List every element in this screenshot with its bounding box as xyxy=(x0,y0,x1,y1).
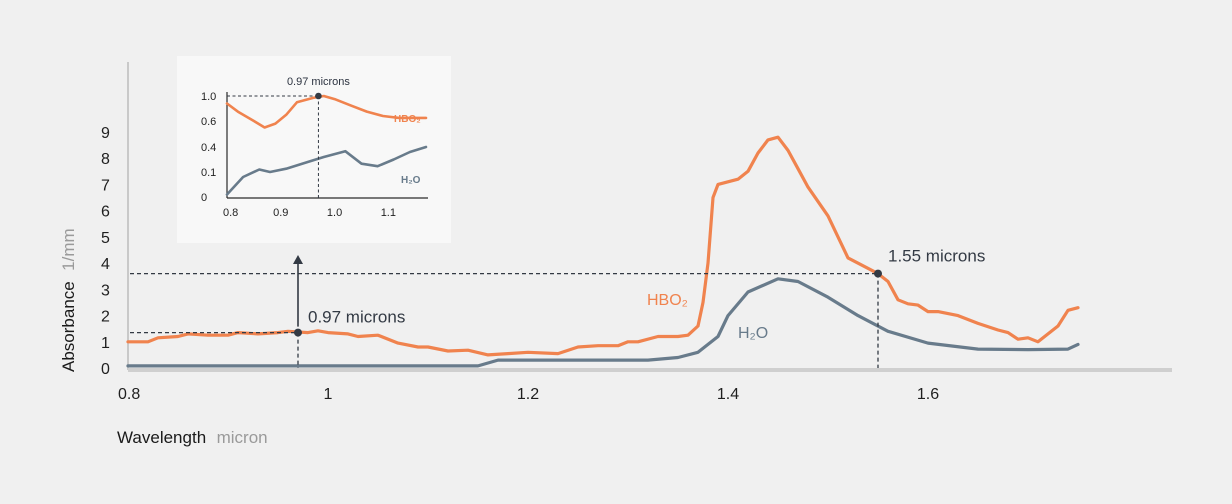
x-tick-label: 0.8 xyxy=(118,386,140,403)
inset-x-tick-label: 0.8 xyxy=(223,207,238,219)
y-tick-label: 1 xyxy=(101,335,110,352)
inset-annotation-label: 0.97 microns xyxy=(287,76,350,88)
series-label-h2o: H₂O xyxy=(738,325,768,342)
y-tick-label: 0 xyxy=(101,361,110,378)
y-tick-label: 3 xyxy=(101,282,110,299)
annotation-point xyxy=(874,269,882,278)
y-tick-label: 7 xyxy=(101,177,110,194)
x-tick-label: 1.4 xyxy=(717,386,739,403)
inset-panel xyxy=(177,56,451,243)
annotation-point xyxy=(294,328,302,337)
y-axis-unit: 1/mm xyxy=(59,228,78,271)
y-tick-label: 4 xyxy=(101,256,110,273)
inset-x-tick-label: 1.1 xyxy=(381,207,396,219)
y-axis-title: Absorbance 1/mm xyxy=(59,228,78,372)
inset-chart: 0 0.1 0.4 0.6 1.0 0.8 0.9 1.0 1.1 HBO₂ H₂O 0.97 mic… xyxy=(201,76,428,219)
inset-y-tick-label: 0.6 xyxy=(201,116,216,128)
x-tick-label: 1 xyxy=(324,386,333,403)
inset-x-tick-label: 1.0 xyxy=(327,207,342,219)
inset-pointer-arrow-head xyxy=(293,255,303,264)
main-chart: 0 1 2 3 4 5 6 7 8 9 0.8 1 1.2 1.4 1.6 HBO₂ H₂O 0.97 micro… xyxy=(101,62,1172,403)
x-axis-title: Wavelength micron xyxy=(117,428,268,447)
inset-y-tick-label: 0 xyxy=(201,192,207,204)
inset-series-label-hbo2: HBO₂ xyxy=(394,114,421,125)
y-tick-label: 2 xyxy=(101,309,110,326)
y-tick-label: 8 xyxy=(101,151,110,168)
inset-series-line-h2o xyxy=(225,145,428,196)
y-tick-label: 6 xyxy=(101,204,110,221)
inset-y-tick-label: 0.4 xyxy=(201,142,216,154)
inset-series-label-h2o: H₂O xyxy=(401,175,421,186)
svg-text:Absorbance 1/mm: Absorbance 1/mm xyxy=(59,228,78,372)
inset-x-tick-label: 0.9 xyxy=(273,207,288,219)
y-axis-label: Absorbance xyxy=(59,281,78,372)
inset-y-tick-label: 1.0 xyxy=(201,91,216,103)
x-axis-label: Wavelength xyxy=(117,428,206,447)
series-label-hbo2: HBO₂ xyxy=(647,292,688,309)
inset-series-line-hbo2 xyxy=(225,94,428,129)
annotation-label: 0.97 microns xyxy=(308,308,405,327)
inset-y-tick-label: 0.1 xyxy=(201,167,216,179)
x-axis-unit: micron xyxy=(217,428,268,447)
inset-annotation-point xyxy=(315,92,322,100)
y-tick-label: 9 xyxy=(101,125,110,142)
series-line-h2o xyxy=(126,277,1080,368)
x-tick-label: 1.2 xyxy=(517,386,539,403)
x-tick-label: 1.6 xyxy=(917,386,939,403)
annotation-label: 1.55 microns xyxy=(888,247,985,266)
series-line-hbo2 xyxy=(126,135,1080,357)
y-tick-label: 5 xyxy=(101,230,110,247)
